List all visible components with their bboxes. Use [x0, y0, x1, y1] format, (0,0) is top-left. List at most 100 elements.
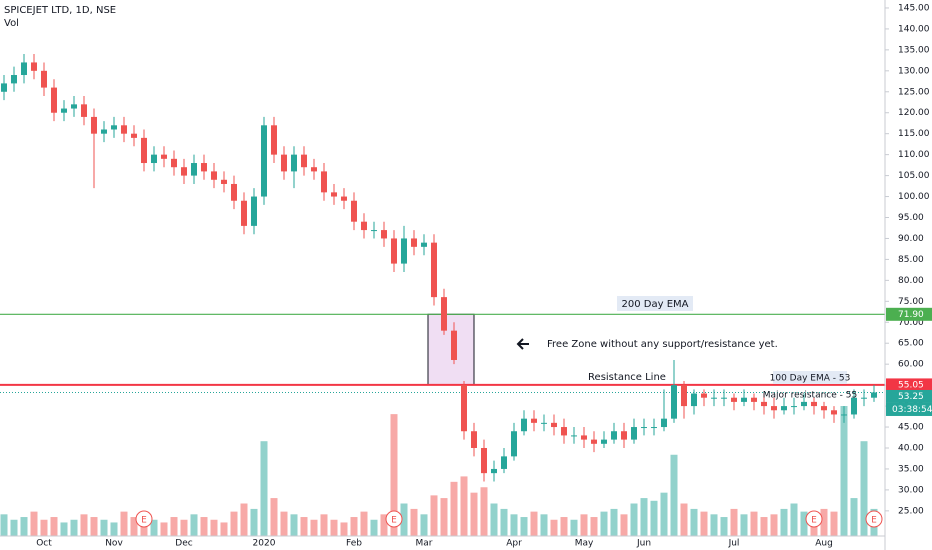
candle-body — [301, 154, 307, 168]
candle-body — [41, 70, 47, 88]
volume-bar — [750, 511, 758, 536]
annotation-box — [773, 371, 847, 384]
candle-body — [181, 167, 187, 176]
candle-body — [451, 330, 457, 360]
volume-bar — [470, 492, 478, 536]
event-marker — [385, 510, 403, 528]
volume-bar — [260, 441, 268, 536]
candle-body — [781, 406, 787, 411]
volume-bar — [110, 522, 118, 536]
candle-body — [661, 418, 667, 428]
volume-bar — [120, 511, 128, 536]
volume-bar — [490, 503, 498, 536]
volume-bar — [610, 508, 618, 536]
volume-bar — [270, 498, 278, 536]
volume-bar — [100, 519, 108, 536]
volume-bar — [800, 511, 808, 536]
y-tick-label: 125.00 — [898, 87, 930, 97]
candle-body — [861, 397, 867, 399]
candle-body — [261, 125, 267, 197]
candle-body — [871, 392, 877, 398]
candle-body — [411, 238, 417, 247]
candle-body — [491, 468, 497, 474]
volume-bar — [630, 503, 638, 536]
candle-body — [221, 179, 227, 184]
candle-body — [681, 385, 687, 407]
volume-bar — [740, 514, 748, 536]
y-tick-label: 100.00 — [898, 192, 930, 202]
volume-bar — [200, 517, 208, 536]
candle-body — [811, 401, 817, 407]
candle-body — [561, 427, 567, 436]
y-tick-label: 30.00 — [898, 485, 924, 495]
volume-bar — [790, 503, 798, 536]
volume-bar — [360, 511, 368, 536]
annotation: 100 Day EMA - 53 — [770, 374, 851, 384]
candle-body — [241, 200, 247, 226]
volume-bar — [530, 511, 538, 536]
volume-bar — [300, 517, 308, 536]
volume-bar — [510, 514, 518, 536]
volume-bar — [480, 487, 488, 536]
volume-bar — [420, 514, 428, 536]
candle-body — [211, 171, 217, 180]
candle-body — [341, 196, 347, 201]
x-tick-label: 2020 — [253, 539, 276, 549]
candle-body — [601, 439, 607, 444]
x-tick-label: Jul — [728, 539, 740, 549]
candle-body — [231, 183, 237, 201]
candle-body — [141, 137, 147, 164]
candle-body — [391, 238, 397, 264]
volume-bar — [600, 511, 608, 536]
volume-bar — [820, 508, 828, 536]
countdown: 03:38:54 — [892, 405, 932, 415]
volume-bar — [290, 514, 298, 536]
annotation: Resistance Line — [588, 372, 666, 383]
candle-body — [191, 163, 197, 176]
volume-label: Vol — [4, 18, 19, 29]
volume-bar — [580, 514, 588, 536]
price-label-box — [886, 378, 932, 392]
candle-body — [161, 154, 167, 159]
volume-bar — [150, 519, 158, 536]
volume-bar — [860, 441, 868, 536]
candle-body — [311, 167, 317, 172]
candle-body — [51, 87, 57, 113]
arrow — [516, 338, 529, 350]
candle-body — [131, 133, 137, 138]
volume-bar — [710, 514, 718, 536]
volume-bar — [850, 498, 858, 536]
y-tick-label: 70.00 — [898, 318, 924, 328]
candle-body — [671, 385, 677, 419]
price-axis — [885, 0, 932, 550]
volume-bar — [0, 514, 8, 536]
y-tick-label: 45.00 — [898, 423, 924, 433]
candle-body — [541, 422, 547, 424]
y-tick-label: 35.00 — [898, 464, 924, 474]
volume-bar — [310, 519, 318, 536]
candle-body — [381, 230, 387, 239]
volume-bar — [550, 519, 558, 536]
candle-body — [691, 393, 697, 407]
candle-body — [771, 406, 777, 411]
x-tick-label: Aug — [815, 539, 833, 549]
candle-body — [1, 83, 7, 92]
volume-bar — [620, 514, 628, 536]
candle-body — [841, 414, 847, 416]
y-tick-label: 120.00 — [898, 108, 930, 118]
volume-bar — [20, 517, 28, 536]
price-label-box — [886, 307, 932, 321]
candle-body — [101, 129, 107, 134]
volume-bar — [250, 508, 258, 536]
volume-bar — [680, 503, 688, 536]
volume-bar — [450, 481, 458, 536]
volume-bar — [570, 519, 578, 536]
candle-body — [371, 230, 377, 232]
candle-body — [471, 431, 477, 448]
volume-bar — [760, 517, 768, 536]
x-tick-label: May — [575, 539, 594, 549]
candle-body — [731, 397, 737, 402]
volume-bar — [220, 522, 228, 536]
volume-bar — [60, 522, 68, 536]
